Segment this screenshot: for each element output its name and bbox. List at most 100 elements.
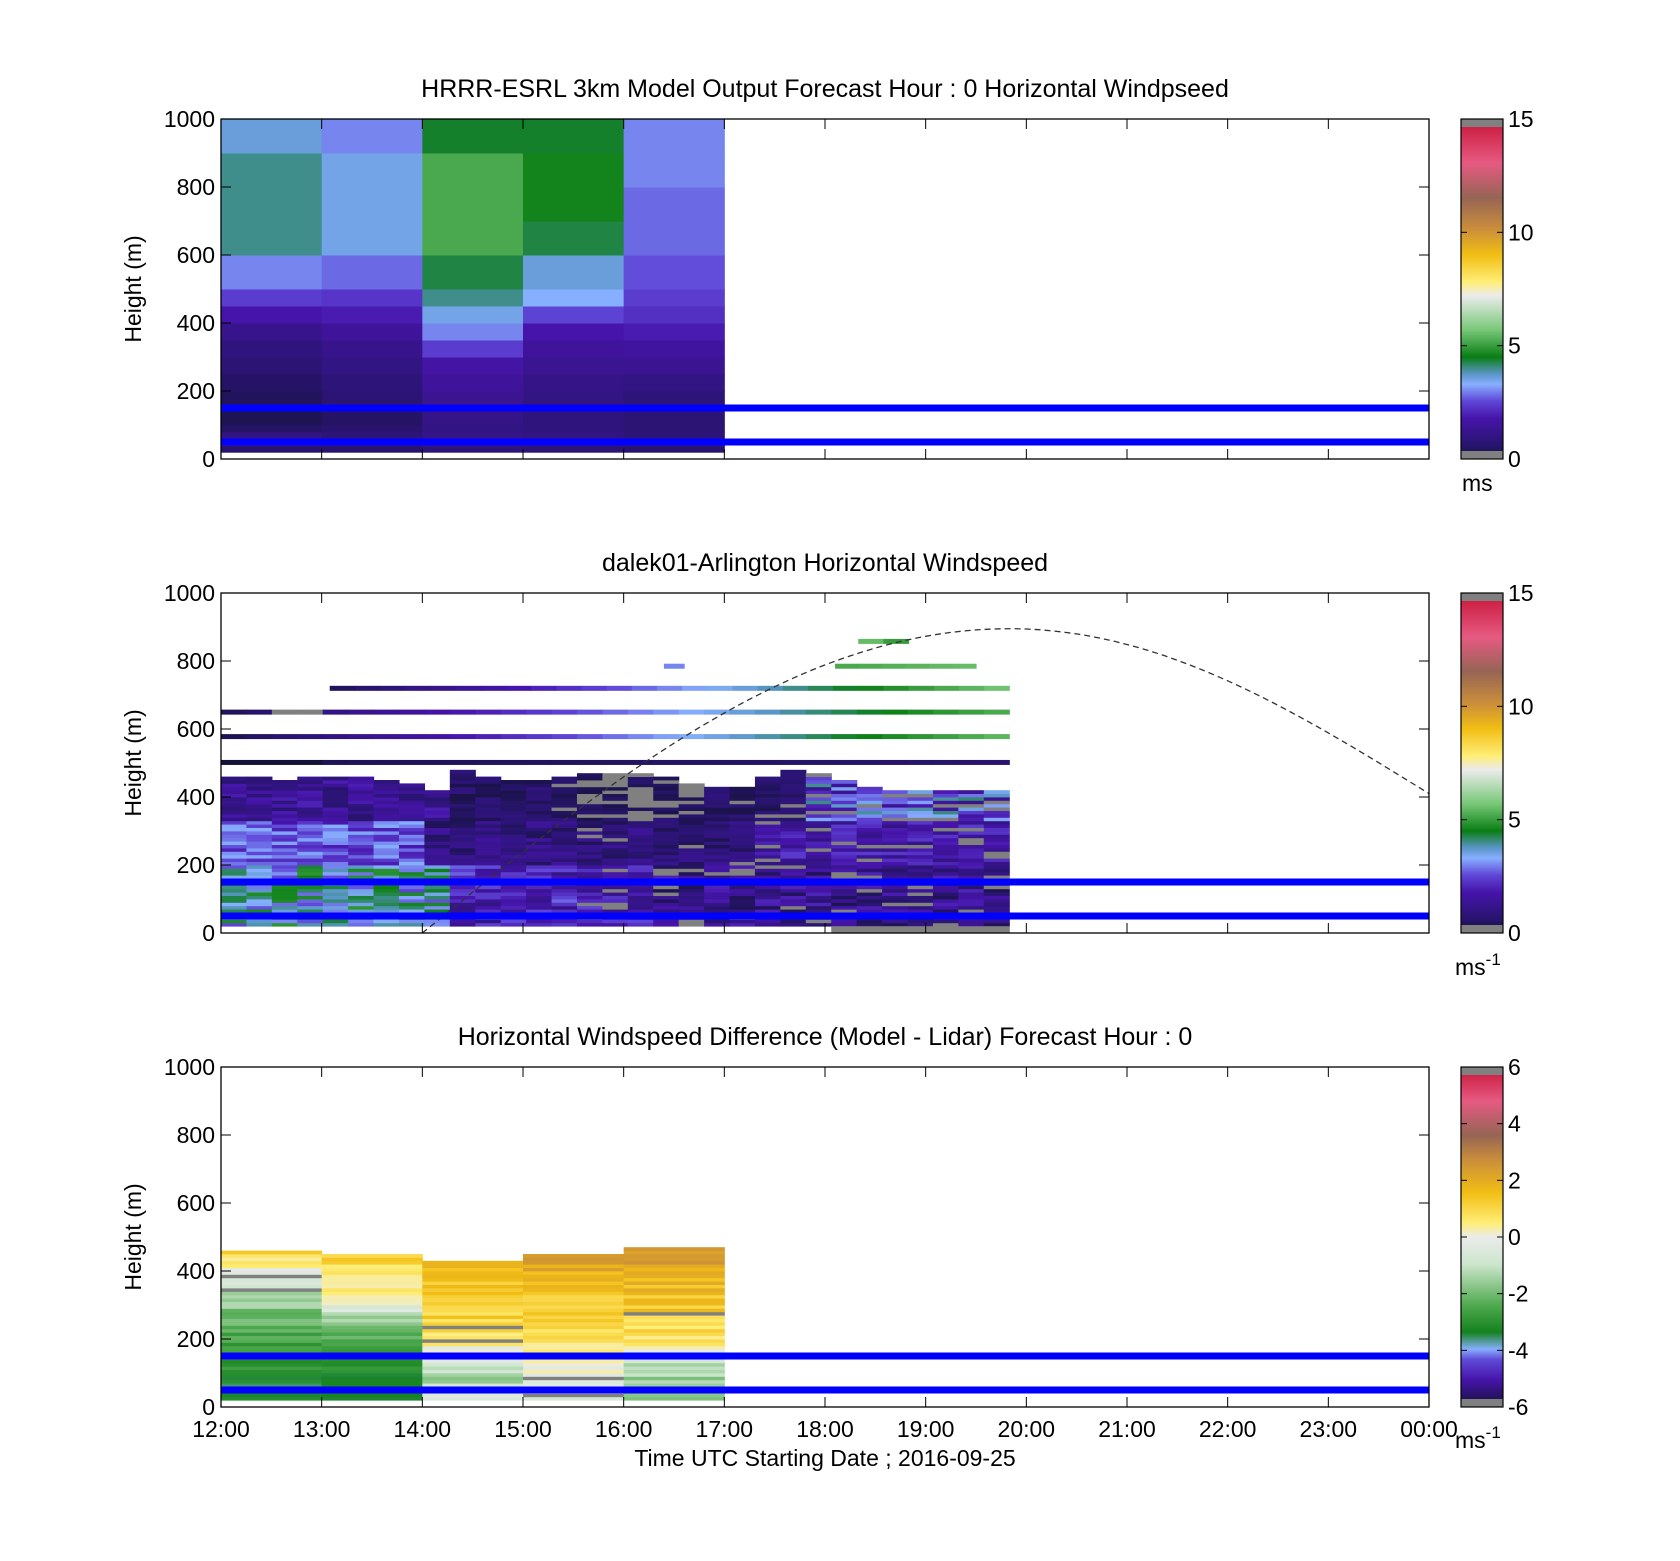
lidar-cell <box>221 810 248 815</box>
lidar-cell <box>246 793 273 798</box>
model-cell <box>422 408 524 426</box>
lidar-cell <box>958 922 985 927</box>
lidar-cell <box>449 827 476 832</box>
difference-cell <box>221 1315 323 1319</box>
difference-cell <box>623 1342 725 1347</box>
lidar-cell <box>348 810 375 815</box>
lidar-cell <box>449 783 476 788</box>
lidar-cell <box>526 786 553 791</box>
lidar-cell <box>373 824 400 828</box>
lidar-cell <box>475 875 502 879</box>
lidar-cell <box>526 807 553 811</box>
lidar-cell <box>576 905 603 910</box>
difference-cell <box>623 1362 725 1367</box>
difference-cell <box>422 1335 524 1340</box>
lidar-cell <box>653 871 680 876</box>
lidar-cell <box>627 865 654 869</box>
model-cell <box>321 374 423 392</box>
lidar-cell <box>322 922 349 927</box>
lidar-cell <box>246 858 273 862</box>
lidar-cell <box>907 810 934 815</box>
lidar-cell <box>729 831 756 835</box>
lidar-cell <box>246 827 273 832</box>
difference-cell <box>422 1298 524 1302</box>
difference-cell <box>221 1257 323 1262</box>
lidar-cell <box>424 919 451 924</box>
lidar-cell <box>348 905 375 910</box>
lidar-upper-segment <box>780 734 807 740</box>
model-cell <box>623 187 725 256</box>
difference-cell <box>221 1325 323 1330</box>
difference-cell <box>623 1288 725 1292</box>
lidar-upper-segment <box>983 759 1010 765</box>
lidar-upper-segment <box>322 759 349 765</box>
lidar-cell <box>932 834 959 839</box>
lidar-cell <box>500 800 527 805</box>
lidar-cell <box>729 803 756 808</box>
lidar-cell <box>856 875 883 879</box>
lidar-cell <box>678 783 705 788</box>
lidar-cell <box>831 783 858 788</box>
lidar-cell <box>526 861 553 866</box>
lidar-cell <box>780 797 807 801</box>
lidar-cell <box>983 797 1010 801</box>
y-tick-label: 200 <box>177 1326 215 1352</box>
lidar-cell <box>602 844 629 849</box>
lidar-cell <box>983 888 1010 893</box>
difference-cell <box>221 1301 323 1306</box>
difference-overlay-lines <box>221 1352 1429 1394</box>
lidar-cell <box>576 875 603 879</box>
difference-cell <box>321 1335 423 1340</box>
lidar-cell <box>958 909 985 913</box>
lidar-cell <box>271 919 298 924</box>
lidar-cell <box>932 824 959 828</box>
lidar-cell <box>754 909 781 913</box>
lidar-upper-segment <box>754 759 781 765</box>
lidar-cell <box>958 810 985 815</box>
lidar-cell <box>526 793 553 798</box>
lidar-cell <box>551 922 578 927</box>
lidar-cell <box>424 831 451 835</box>
lidar-cell <box>704 854 731 859</box>
lidar-cell <box>424 899 451 903</box>
model-cell <box>221 357 323 375</box>
lidar-upper-segment <box>602 734 629 740</box>
lidar-cell <box>805 875 832 879</box>
model-cell <box>422 340 524 358</box>
lidar-cell <box>983 861 1010 866</box>
lidar-cell <box>373 844 400 849</box>
lidar-cell <box>373 817 400 822</box>
lidar-cell <box>271 888 298 893</box>
lidar-cell <box>221 793 248 798</box>
lidar-cell <box>246 814 273 818</box>
lidar-cell <box>932 919 959 924</box>
lidar-cell <box>373 810 400 815</box>
lidar-cell <box>246 871 273 876</box>
lidar-cell <box>424 837 451 842</box>
lidar-cell <box>831 909 858 913</box>
difference-cell <box>422 1345 524 1350</box>
lidar-cell <box>271 899 298 903</box>
lidar-upper-segment <box>983 734 1010 740</box>
lidar-cell <box>246 919 273 924</box>
model-cell <box>623 153 725 188</box>
model-cell <box>623 255 725 290</box>
model-cell <box>623 323 725 341</box>
model-colorbar-unit: ms <box>1462 470 1493 496</box>
lidar-cell <box>221 919 248 924</box>
difference-cell <box>523 1267 625 1272</box>
lidar-upper-segment <box>221 734 248 740</box>
lidar-cell <box>805 817 832 822</box>
lidar-cell <box>678 871 705 876</box>
difference-cell <box>422 1294 524 1299</box>
lidar-cell <box>627 902 654 907</box>
model-cell <box>523 221 625 256</box>
difference-cell <box>623 1274 725 1279</box>
lidar-cell <box>754 783 781 788</box>
lidar-cell <box>983 858 1010 862</box>
lidar-cell <box>576 919 603 924</box>
lidar-cell <box>907 803 934 808</box>
lidar-cell <box>297 922 324 927</box>
lidar-upper-segment <box>682 685 708 691</box>
